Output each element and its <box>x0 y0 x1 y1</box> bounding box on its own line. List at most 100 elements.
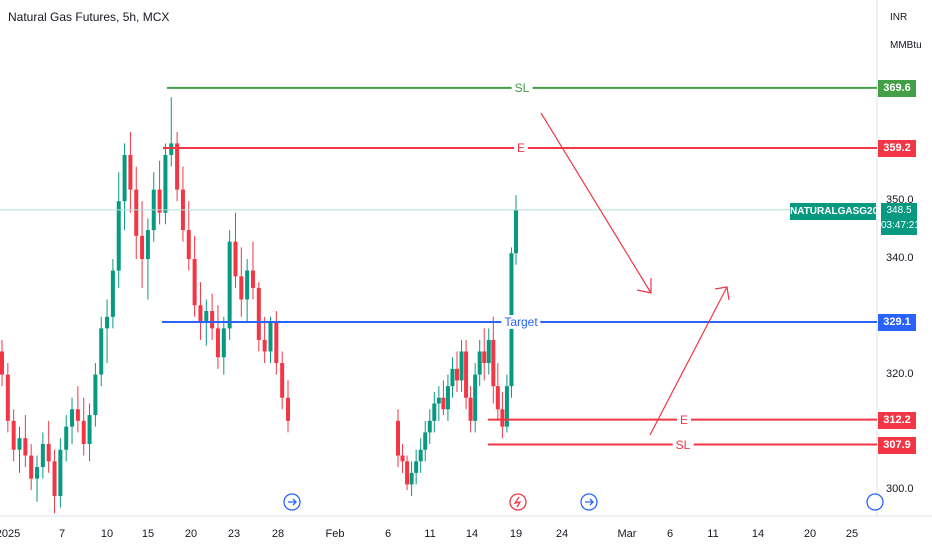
candle-body <box>210 311 215 329</box>
x-tick-label: 6 <box>666 528 674 540</box>
candle-body <box>514 209 518 254</box>
candle-series <box>0 97 877 514</box>
candle-body <box>58 449 63 496</box>
candle-body <box>495 386 500 410</box>
candle-body <box>477 351 482 375</box>
candle-body <box>5 374 10 421</box>
y-tick-label: 300.0 <box>886 483 914 496</box>
candle-body <box>221 328 226 358</box>
candle-body <box>0 351 4 375</box>
candle-body <box>409 472 414 485</box>
candle-body <box>93 374 98 416</box>
candle-body <box>70 409 75 427</box>
candle-body <box>75 409 80 421</box>
candle-body <box>250 270 255 288</box>
x-tick-label: 7 <box>58 528 66 540</box>
candle-body <box>459 351 464 381</box>
level-label: E <box>513 141 529 156</box>
candle-body <box>169 143 174 155</box>
candle-body <box>204 311 209 323</box>
current-price-value: 348.5 <box>886 205 912 216</box>
candle-body <box>491 339 496 387</box>
candle-body <box>23 438 28 456</box>
candle-body <box>239 276 244 300</box>
candle-body <box>286 397 290 421</box>
candle-body <box>233 241 238 277</box>
candle-body <box>396 420 400 456</box>
candle-body <box>157 189 162 213</box>
x-tick-label: 11 <box>707 528 719 540</box>
x-tick-label: 20 <box>803 528 817 540</box>
candle-body <box>256 287 261 340</box>
candle-body <box>17 438 22 450</box>
candle-body <box>134 189 139 236</box>
candle-body <box>274 322 279 364</box>
candle-body <box>99 328 104 375</box>
x-tick-label: 25 <box>845 528 859 540</box>
candle-body <box>500 409 505 427</box>
candle-body <box>268 322 273 352</box>
level-price-tag: 369.6 <box>878 79 916 97</box>
bar-countdown: 03:47:21 <box>881 220 920 231</box>
candle-body <box>280 363 285 398</box>
candle-body <box>464 351 469 398</box>
level-price-tag: 312.2 <box>878 411 916 429</box>
x-tick-label: 11 <box>424 528 436 540</box>
x-tick-label: 15 <box>141 528 155 540</box>
candle-body <box>468 397 473 421</box>
candle-body <box>450 368 455 387</box>
level-price-tag: 359.2 <box>878 140 916 158</box>
x-tick-label: Feb <box>325 528 345 540</box>
candle-body <box>11 420 16 450</box>
candle-body <box>262 339 267 352</box>
candle-body <box>116 201 121 271</box>
candle-body <box>245 270 250 300</box>
candle-body <box>405 461 410 485</box>
candle-body <box>52 461 57 496</box>
candle-body <box>64 426 69 450</box>
candle-body <box>400 455 405 462</box>
candle-body <box>105 316 110 329</box>
candle-body <box>163 154 168 213</box>
candle-body <box>423 432 428 450</box>
up-arrow-head <box>714 286 730 301</box>
x-tick-label: 19 <box>509 528 523 540</box>
candle-body <box>504 386 509 427</box>
candle-body <box>81 420 86 444</box>
x-tick-label: 10 <box>100 528 114 540</box>
candle-body <box>29 455 34 479</box>
x-tick-label: 23 <box>227 528 241 540</box>
event-markers <box>283 493 884 511</box>
candle-body <box>128 154 133 190</box>
candle-body <box>455 368 459 381</box>
x-tick-label: 20 <box>184 528 198 540</box>
x-tick-label: 14 <box>465 528 479 540</box>
candle-body <box>110 270 115 317</box>
candle-body <box>122 154 127 202</box>
candle-body <box>473 374 478 421</box>
candle-body <box>427 420 432 433</box>
candle-body <box>215 328 220 358</box>
chart-title: Natural Gas Futures, 5h, MCX <box>8 10 170 24</box>
up-arrow-line <box>649 286 728 436</box>
future-marker-icon[interactable] <box>866 493 884 511</box>
currency-label[interactable]: INR <box>890 12 908 23</box>
candle-body <box>40 443 45 468</box>
candle-body <box>192 259 197 306</box>
candle-body <box>145 230 150 259</box>
candle-body <box>175 143 180 190</box>
x-tick-label: Mar <box>617 528 637 540</box>
down-arrow-line <box>540 112 652 294</box>
candle-body <box>140 235 145 259</box>
x-tick-label: 14 <box>751 528 765 540</box>
x-tick-label: 28 <box>271 528 285 540</box>
level-label: E <box>676 412 692 427</box>
down-arrow-head <box>636 278 652 294</box>
unit-label[interactable]: MMBtu <box>890 40 922 51</box>
candle-body <box>418 449 423 462</box>
candle-body <box>186 230 191 259</box>
x-tick-label: 2025 <box>0 528 21 540</box>
candle-body <box>198 305 203 323</box>
symbol-badge: NATURALGASG2025 <box>790 203 889 220</box>
